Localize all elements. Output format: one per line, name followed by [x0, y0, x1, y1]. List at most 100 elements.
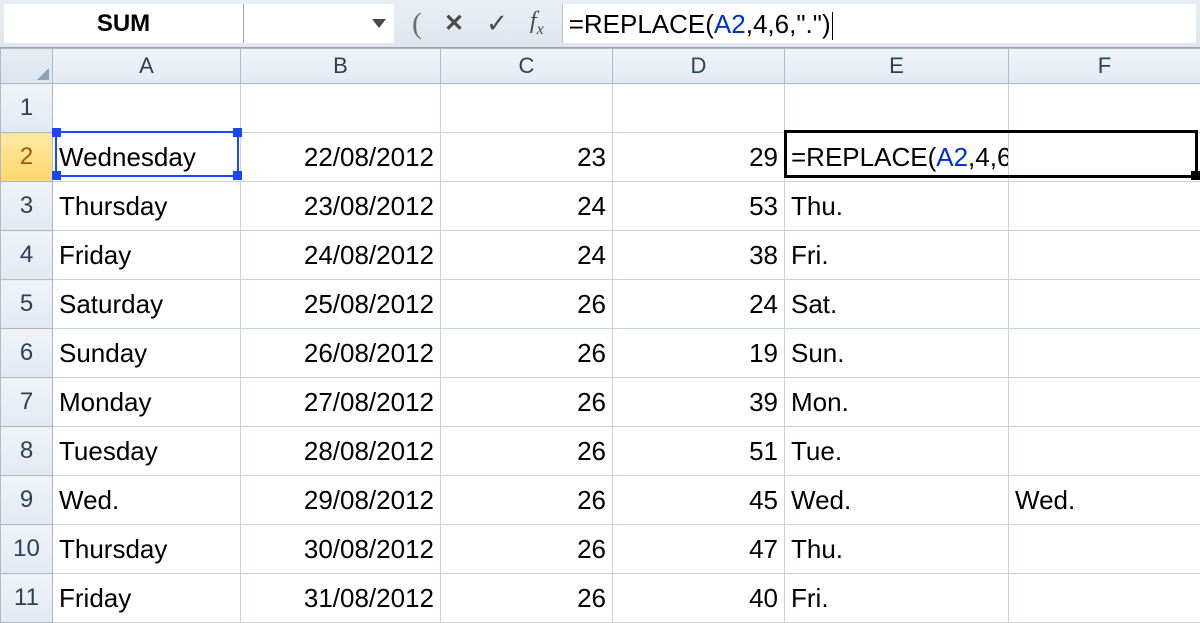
name-box-dropdown-icon[interactable] [370, 15, 388, 33]
row-header[interactable]: 10 [1, 525, 53, 574]
cell[interactable]: 26 [441, 476, 613, 525]
cell[interactable]: 51 [613, 427, 785, 476]
cell[interactable] [1009, 525, 1200, 574]
cell[interactable] [241, 84, 441, 133]
cell[interactable] [1009, 280, 1200, 329]
cell[interactable]: 38 [613, 231, 785, 280]
cell[interactable]: 26 [441, 280, 613, 329]
spreadsheet-grid: A B C D E F 1 2 Wednesday 22/08/2012 [0, 48, 1200, 623]
cell[interactable]: Friday [53, 231, 241, 280]
formula-cell-ref: A2 [714, 9, 746, 39]
row-10: 10 Thursday 30/08/2012 26 47 Thu. [1, 525, 1200, 574]
cell-formula-ref: A2 [936, 142, 968, 172]
cell[interactable] [1009, 182, 1200, 231]
col-header-C[interactable]: C [441, 49, 613, 84]
row-2: 2 Wednesday 22/08/2012 23 29 =REPLACE(A2… [1, 133, 1200, 182]
cell[interactable]: Sat. [785, 280, 1009, 329]
cell[interactable]: Wed. [53, 476, 241, 525]
row-header[interactable]: 8 [1, 427, 53, 476]
cell[interactable]: 26 [441, 427, 613, 476]
cell[interactable]: Sunday [53, 329, 241, 378]
row-header[interactable]: 9 [1, 476, 53, 525]
cell[interactable]: Friday [53, 574, 241, 623]
cell-E2-editing[interactable]: =REPLACE(A2,4,6,".") [785, 133, 1009, 182]
cell[interactable]: 29/08/2012 [241, 476, 441, 525]
cell-A2[interactable]: Wednesday [53, 133, 241, 182]
cell[interactable]: Thu. [785, 525, 1009, 574]
cell[interactable]: Tue. [785, 427, 1009, 476]
cell[interactable] [613, 84, 785, 133]
cell[interactable]: 31/08/2012 [241, 574, 441, 623]
cell[interactable] [1009, 133, 1200, 182]
col-header-E[interactable]: E [785, 49, 1009, 84]
cell[interactable]: 27/08/2012 [241, 378, 441, 427]
cell[interactable]: Wed. [1009, 476, 1200, 525]
select-all-corner[interactable] [1, 49, 53, 84]
fx-icon[interactable]: fx [530, 8, 544, 39]
cell[interactable]: 26/08/2012 [241, 329, 441, 378]
cell[interactable]: Fri. [785, 574, 1009, 623]
cell[interactable]: Sun. [785, 329, 1009, 378]
cell[interactable]: Wed. [785, 476, 1009, 525]
row-4: 4 Friday 24/08/2012 24 38 Fri. [1, 231, 1200, 280]
formula-bar-controls: ( ✕ ✓ fx [394, 0, 562, 47]
cell[interactable]: 22/08/2012 [241, 133, 441, 182]
cell[interactable]: Tuesday [53, 427, 241, 476]
cell[interactable]: Thursday [53, 525, 241, 574]
col-header-A[interactable]: A [53, 49, 241, 84]
cell[interactable]: 26 [441, 525, 613, 574]
cell[interactable] [1009, 84, 1200, 133]
cancel-icon[interactable]: ✕ [444, 9, 464, 38]
cell[interactable]: 30/08/2012 [241, 525, 441, 574]
enter-icon[interactable]: ✓ [486, 8, 508, 39]
cell[interactable] [1009, 329, 1200, 378]
cell[interactable]: 24 [441, 182, 613, 231]
col-header-D[interactable]: D [613, 49, 785, 84]
cell[interactable]: Saturday [53, 280, 241, 329]
cell[interactable] [1009, 427, 1200, 476]
cell[interactable]: 28/08/2012 [241, 427, 441, 476]
cell[interactable]: Mon. [785, 378, 1009, 427]
cell[interactable]: 23 [441, 133, 613, 182]
cell[interactable]: 26 [441, 574, 613, 623]
cell[interactable] [1009, 231, 1200, 280]
cell[interactable]: Monday [53, 378, 241, 427]
row-header[interactable]: 2 [1, 133, 53, 182]
cell[interactable]: 47 [613, 525, 785, 574]
row-header[interactable]: 6 [1, 329, 53, 378]
cell[interactable] [1009, 574, 1200, 623]
cell[interactable] [1009, 378, 1200, 427]
formula-input[interactable]: =REPLACE(A2,4,6,".") [562, 4, 1196, 43]
cell[interactable]: 24 [441, 231, 613, 280]
row-header[interactable]: 5 [1, 280, 53, 329]
cell[interactable]: 39 [613, 378, 785, 427]
row-header[interactable]: 3 [1, 182, 53, 231]
column-header-row: A B C D E F [1, 49, 1200, 84]
cell[interactable]: Fri. [785, 231, 1009, 280]
cell[interactable]: 26 [441, 329, 613, 378]
cell[interactable]: 24/08/2012 [241, 231, 441, 280]
cell[interactable]: 40 [613, 574, 785, 623]
cell[interactable]: Thursday [53, 182, 241, 231]
cell[interactable]: 19 [613, 329, 785, 378]
row-header[interactable]: 11 [1, 574, 53, 623]
row-header[interactable]: 7 [1, 378, 53, 427]
name-box[interactable]: SUM [4, 4, 244, 43]
cell-formula-suffix: ,4,6,".") [968, 142, 1008, 172]
cell[interactable]: 53 [613, 182, 785, 231]
cell[interactable]: 25/08/2012 [241, 280, 441, 329]
cell[interactable]: 24 [613, 280, 785, 329]
cell[interactable] [53, 84, 241, 133]
col-header-B[interactable]: B [241, 49, 441, 84]
row-header[interactable]: 4 [1, 231, 53, 280]
cell[interactable]: 29 [613, 133, 785, 182]
expand-formula-icon[interactable]: ( [412, 7, 422, 41]
col-header-F[interactable]: F [1009, 49, 1200, 84]
cell[interactable]: Thu. [785, 182, 1009, 231]
cell[interactable]: 26 [441, 378, 613, 427]
cell[interactable]: 23/08/2012 [241, 182, 441, 231]
row-header[interactable]: 1 [1, 84, 53, 133]
cell[interactable]: 45 [613, 476, 785, 525]
cell[interactable] [785, 84, 1009, 133]
cell[interactable] [441, 84, 613, 133]
